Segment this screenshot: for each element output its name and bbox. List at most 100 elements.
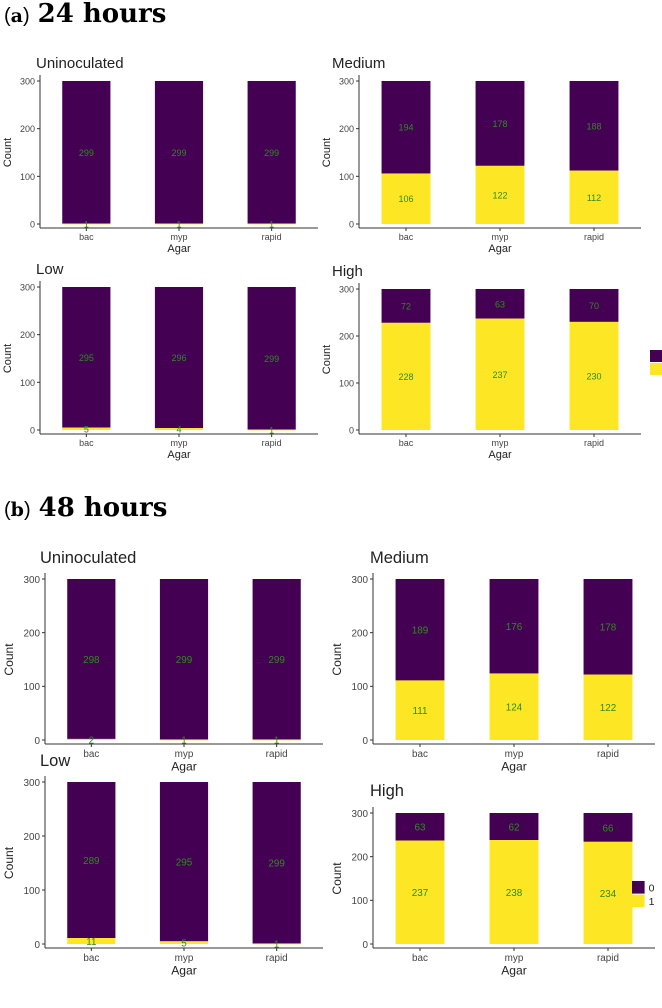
x-axis-label: Agar xyxy=(488,449,512,461)
bar-segment-1 xyxy=(62,223,111,225)
data-label-0: 176 xyxy=(506,622,523,633)
y-tick-label: 300 xyxy=(352,575,369,586)
chart-panel-2: Medium 0 100 200 300 Count 194 106 bac 178 122 myp 1… xyxy=(321,55,641,255)
bar-segment-1 xyxy=(489,840,539,944)
bar-segment-0 xyxy=(154,81,204,224)
x-tick-label: bac xyxy=(412,953,428,964)
data-label-0: 299 xyxy=(171,148,186,158)
data-label-1: 112 xyxy=(587,193,601,203)
chart-panel-5: Uninoculated 0 100 200 300 Count 298 2 bac 299 1 my… xyxy=(2,549,323,773)
chart-title: Uninoculated xyxy=(36,55,124,72)
y-axis-label: Count xyxy=(2,138,14,167)
x-axis-label: Agar xyxy=(171,759,197,773)
y-tick-label: 0 xyxy=(35,736,41,747)
legend-label: 1 xyxy=(649,896,655,908)
x-axis-label: Agar xyxy=(167,449,191,461)
y-tick-label: 200 xyxy=(24,832,41,843)
bar-segment-0 xyxy=(583,813,633,842)
x-tick-label: myp xyxy=(175,953,194,964)
chart-title: High xyxy=(370,782,404,800)
data-label-1: 2 xyxy=(89,735,95,746)
data-label-1: 1 xyxy=(176,219,181,229)
y-tick-label: 100 xyxy=(339,172,354,182)
bar-segment-0 xyxy=(67,579,116,739)
x-tick-label: myp xyxy=(170,232,187,242)
data-label-1: 1 xyxy=(269,219,274,229)
data-label-0: 72 xyxy=(401,301,411,311)
x-tick-label: bac xyxy=(412,749,428,760)
y-tick-label: 200 xyxy=(20,124,35,134)
x-tick-label: rapid xyxy=(262,232,282,242)
legends: 01 01 xyxy=(632,350,662,908)
data-label-1: 1 xyxy=(274,736,280,747)
bar-segment-1 xyxy=(154,428,204,430)
bar-segment-0 xyxy=(583,579,633,675)
data-label-0: 178 xyxy=(492,119,507,129)
data-label-1: 124 xyxy=(506,703,523,714)
data-label-0: 295 xyxy=(176,858,193,869)
data-label-1: 5 xyxy=(181,939,187,950)
x-tick-label: bac xyxy=(83,749,99,760)
x-tick-label: rapid xyxy=(262,438,282,448)
x-axis-label: Agar xyxy=(501,759,527,773)
bar-segment-0 xyxy=(395,813,445,841)
x-tick-label: rapid xyxy=(597,953,619,964)
bar-segment-1 xyxy=(252,943,301,945)
data-label-1: 1 xyxy=(274,940,280,951)
bar-segment-0 xyxy=(62,287,111,428)
data-label-0: 70 xyxy=(589,301,599,311)
data-label-1: 111 xyxy=(412,706,428,717)
chart-title: Medium xyxy=(332,55,385,72)
bar-segment-1 xyxy=(67,938,116,944)
bar-segment-1 xyxy=(247,223,296,225)
x-tick-label: bac xyxy=(399,232,414,242)
y-tick-label: 0 xyxy=(349,220,354,230)
data-label-0: 296 xyxy=(171,353,186,363)
bar-segment-1 xyxy=(583,674,633,740)
data-label-1: 1 xyxy=(84,219,89,229)
y-tick-label: 100 xyxy=(20,378,35,388)
x-tick-label: myp xyxy=(175,749,194,760)
x-tick-label: rapid xyxy=(597,749,619,760)
x-tick-label: bac xyxy=(399,438,414,448)
data-label-1: 1 xyxy=(269,425,274,435)
chart-panel-6: Medium 0 100 200 300 Count 189 111 bac 176 124 myp 1… xyxy=(330,549,655,773)
bar-segment-1 xyxy=(62,427,111,430)
y-tick-label: 300 xyxy=(339,77,354,87)
bar-segment-1 xyxy=(159,941,209,944)
bar-segment-1 xyxy=(475,165,525,224)
bar-segment-0 xyxy=(475,81,525,166)
bar-segment-1 xyxy=(247,429,296,431)
y-tick-label: 0 xyxy=(35,940,41,951)
data-label-0: 299 xyxy=(264,148,279,158)
data-label-1: 11 xyxy=(86,937,97,948)
data-label-1: 122 xyxy=(492,190,507,200)
x-axis-label: Agar xyxy=(501,963,527,977)
y-tick-label: 100 xyxy=(24,886,41,897)
data-label-1: 4 xyxy=(176,425,181,435)
x-tick-label: myp xyxy=(491,438,508,448)
chart-panel-1: Uninoculated 0 100 200 300 Count 299 1 bac 299 1 my… xyxy=(2,55,318,255)
x-axis-label: Agar xyxy=(171,963,197,977)
legend-swatch xyxy=(632,881,645,894)
chart-title: Medium xyxy=(370,549,429,567)
legend-label: 0 xyxy=(649,883,655,895)
chart-title: High xyxy=(332,263,363,280)
bar-segment-0 xyxy=(252,782,301,944)
y-axis-label: Count xyxy=(330,643,344,676)
chart-panel-3: Low 0 100 200 300 Count 295 5 bac 296 4 myp 299 1 rapi… xyxy=(2,261,318,461)
bar-segment-0 xyxy=(247,287,296,430)
data-label-0: 189 xyxy=(412,626,429,637)
y-tick-label: 0 xyxy=(363,736,369,747)
bar-segment-0 xyxy=(381,81,431,174)
legend-swatch xyxy=(650,350,662,362)
x-tick-label: myp xyxy=(505,953,524,964)
chart-panel-8: High0100200300Count63237bac62238myp66234… xyxy=(330,782,655,977)
bar-segment-0 xyxy=(489,813,539,841)
y-tick-label: 200 xyxy=(24,629,41,640)
legend-1: 01 xyxy=(650,350,662,375)
x-axis-label: Agar xyxy=(167,243,191,255)
data-label-1: 106 xyxy=(398,194,413,204)
y-axis-label: Count xyxy=(321,345,333,374)
